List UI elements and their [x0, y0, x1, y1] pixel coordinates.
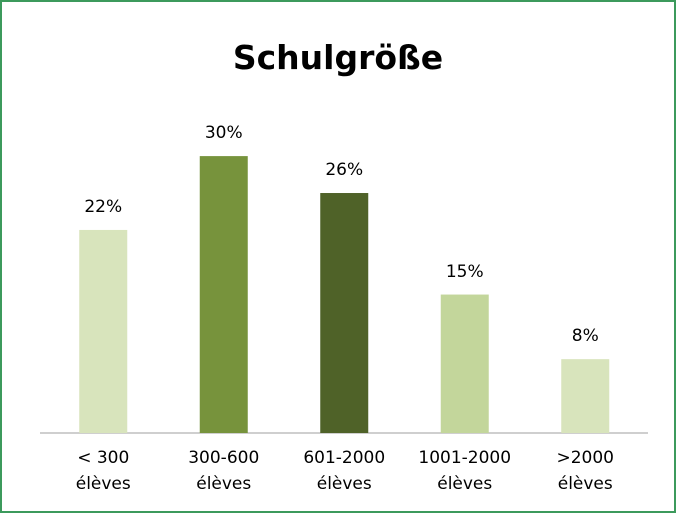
- x-tick-label: 1001-2000 élèves: [418, 448, 512, 494]
- x-tick-label: 601-2000 élèves: [303, 448, 386, 494]
- data-label: 30%: [204, 123, 243, 144]
- bar: [320, 193, 369, 433]
- bar: [440, 294, 489, 433]
- data-label: 8%: [571, 326, 599, 347]
- data-label: 26%: [325, 160, 364, 181]
- data-label: 15%: [445, 261, 484, 282]
- chart-title: Schulgröße: [232, 38, 444, 77]
- data-label: 22%: [84, 196, 123, 217]
- bar: [199, 156, 248, 433]
- x-tick-label: < 300 élèves: [75, 448, 131, 494]
- x-tick-label: >2000 élèves: [556, 448, 614, 494]
- x-tick-label: 300-600 élèves: [188, 448, 260, 494]
- bar: [561, 359, 610, 433]
- bar: [79, 229, 128, 433]
